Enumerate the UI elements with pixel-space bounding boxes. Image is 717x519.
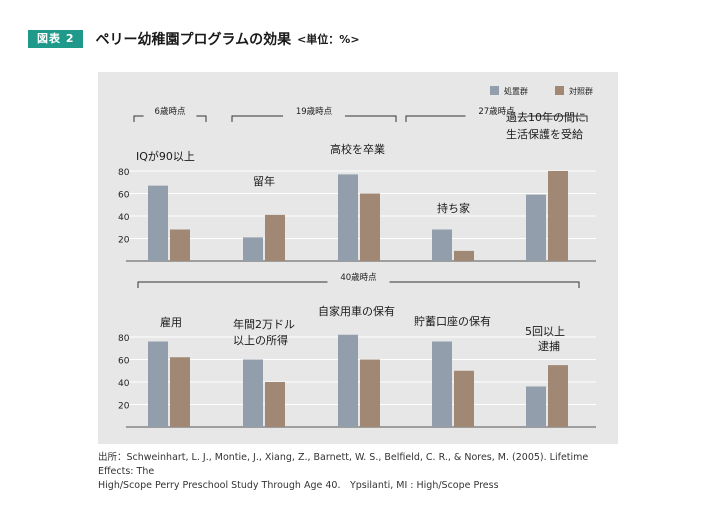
- y-tick-label: 20: [118, 402, 130, 412]
- category-label: 持ち家: [437, 201, 470, 215]
- chart-panel: 処置群 対照群 20 40 60 80 6歳時点 19歳時点 27歳時点 IQが90以上留年 高校を…: [98, 72, 618, 444]
- category-label: 年間2万ドル以上の所得: [233, 317, 295, 347]
- bar-control-3: [454, 370, 474, 427]
- y-tick-label: 60: [118, 357, 130, 367]
- age-group-label: 27歳時点: [478, 106, 515, 117]
- bar-control-2: [360, 193, 380, 261]
- category-label: 自家用車の保有: [318, 304, 395, 318]
- source-line-2: High/Scope Perry Preschool Study Through…: [98, 480, 499, 491]
- figure-title: ペリー幼稚園プログラムの効果: [95, 32, 292, 48]
- category-label: 高校を卒業: [330, 142, 385, 156]
- age-group-bracket-right: [196, 115, 207, 122]
- figure-header: 図表 2 ペリー幼稚園プログラムの効果 <単位：%>: [28, 30, 360, 48]
- category-label: 5回以上逮捕: [525, 325, 565, 353]
- source-line-1: 出所：Schweinhart, L. J., Montie, J., Xiang…: [98, 452, 589, 477]
- figure-unit: <単位：%>: [297, 33, 360, 46]
- age-group-label: 6歳時点: [155, 106, 186, 117]
- y-tick-label: 40: [118, 213, 130, 223]
- category-label: 貯蓄口座の保有: [414, 314, 491, 328]
- category-label: 雇用: [160, 315, 182, 329]
- bar-control-0: [170, 229, 190, 261]
- bar-treatment-1: [243, 237, 263, 261]
- bar-control-1: [265, 214, 285, 261]
- legend-label-treatment: 処置群: [504, 86, 528, 96]
- bar-treatment-3: [432, 341, 452, 427]
- bar-treatment-3: [432, 229, 452, 261]
- bar-treatment-4: [526, 194, 546, 261]
- bar-treatment-0: [148, 341, 168, 427]
- legend-label-control: 対照群: [569, 86, 593, 96]
- bar-treatment-4: [526, 386, 546, 427]
- age-group-bracket-left: [231, 115, 283, 122]
- age-group-bracket-left: [137, 281, 328, 288]
- source-note: 出所：Schweinhart, L. J., Montie, J., Xiang…: [98, 451, 618, 493]
- bar-control-1: [265, 382, 285, 427]
- bar-treatment-2: [338, 334, 358, 427]
- figure-badge: 図表 2: [28, 30, 84, 48]
- category-label: IQが90以上: [136, 149, 195, 163]
- y-tick-label: 40: [118, 379, 130, 389]
- bar-treatment-2: [338, 174, 358, 261]
- y-tick-label: 20: [118, 236, 130, 246]
- y-tick-label: 60: [118, 191, 130, 201]
- bar-treatment-0: [148, 185, 168, 261]
- bar-treatment-1: [243, 359, 263, 427]
- bar-control-4: [548, 171, 568, 261]
- category-label: 過去10年の間に生活保護を受給: [506, 110, 586, 141]
- bar-control-2: [360, 359, 380, 427]
- bar-control-4: [548, 365, 568, 427]
- bar-control-3: [454, 250, 474, 261]
- age-group-bracket-right: [389, 281, 580, 288]
- y-tick-label: 80: [118, 334, 130, 344]
- bar-control-0: [170, 357, 190, 427]
- age-group-bracket-left: [405, 115, 466, 122]
- legend-swatch-treatment: [490, 86, 499, 95]
- legend-swatch-control: [555, 86, 564, 95]
- age-group-bracket-left: [133, 115, 144, 122]
- age-group-label: 40歳時点: [340, 272, 377, 283]
- age-group-bracket-right: [345, 115, 397, 122]
- y-tick-label: 80: [118, 168, 130, 178]
- age-group-bracket-right: [527, 115, 588, 122]
- age-group-label: 19歳時点: [296, 106, 333, 117]
- category-label: 留年: [253, 174, 275, 188]
